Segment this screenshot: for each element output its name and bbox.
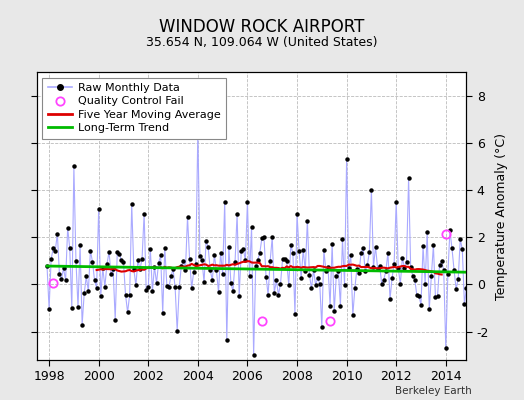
Legend: Raw Monthly Data, Quality Control Fail, Five Year Moving Average, Long-Term Tren: Raw Monthly Data, Quality Control Fail, … <box>42 78 226 139</box>
Text: Berkeley Earth: Berkeley Earth <box>395 386 472 396</box>
Y-axis label: Temperature Anomaly (°C): Temperature Anomaly (°C) <box>495 132 508 300</box>
Text: WINDOW ROCK AIRPORT: WINDOW ROCK AIRPORT <box>159 18 365 36</box>
Text: 35.654 N, 109.064 W (United States): 35.654 N, 109.064 W (United States) <box>146 36 378 49</box>
